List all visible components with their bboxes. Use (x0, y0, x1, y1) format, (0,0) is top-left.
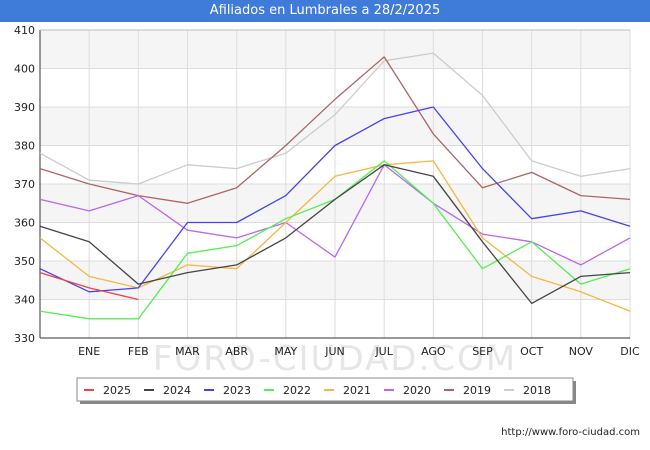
y-tick-label: 410 (14, 24, 35, 37)
legend-label-2022: 2022 (283, 384, 311, 397)
y-tick-label: 360 (14, 217, 35, 230)
x-tick-label: JUN (324, 345, 345, 358)
x-tick-label: ABR (225, 345, 248, 358)
y-tick-label: 330 (14, 332, 35, 345)
legend-label-2018: 2018 (523, 384, 551, 397)
y-axis-ticks: 330 340 350 360 370 380 390 400 410 (14, 24, 35, 345)
x-axis-ticks: ENE FEB MAR ABR MAY JUN JUL AGO SEP OCT NOV DIC (78, 345, 640, 358)
legend: 2025 2024 2023 2022 2021 2020 2019 2018 (76, 377, 576, 404)
legend-label-2025: 2025 (103, 384, 131, 397)
x-tick-label: FEB (128, 345, 149, 358)
y-tick-label: 400 (14, 63, 35, 76)
x-tick-label: AGO (421, 345, 446, 358)
x-tick-label: MAR (175, 345, 200, 358)
y-tick-label: 380 (14, 140, 35, 153)
x-tick-label: ENE (78, 345, 100, 358)
chart-title: Afiliados en Lumbrales a 28/2/2025 (209, 3, 441, 18)
legend-label-2021: 2021 (343, 384, 371, 397)
y-tick-label: 340 (14, 294, 35, 307)
series-line-2024 (39, 164, 631, 305)
series-line-2023 (39, 106, 631, 293)
x-tick-label: DIC (620, 345, 640, 358)
y-tick-label: 350 (14, 255, 35, 268)
legend-label-2020: 2020 (403, 384, 431, 397)
legend-label-2019: 2019 (463, 384, 491, 397)
x-tick-label: SEP (472, 345, 493, 358)
legend-label-2024: 2024 (163, 384, 191, 397)
legend-label-2023: 2023 (223, 384, 251, 397)
x-tick-label: MAY (274, 345, 297, 358)
y-tick-label: 370 (14, 178, 35, 191)
x-tick-label: OCT (520, 345, 543, 358)
y-tick-label: 390 (14, 101, 35, 114)
watermark: FORO-CIUDAD.COM (153, 339, 517, 379)
series-line-2018 (39, 52, 631, 185)
footer-url: http://www.foro-ciudad.com (501, 427, 640, 438)
x-tick-label: NOV (569, 345, 594, 358)
series-line-2025 (39, 271, 139, 301)
x-tick-label: JUL (374, 345, 393, 358)
plot-frame (39, 29, 630, 339)
series-lines (39, 52, 631, 320)
title-bar (0, 0, 650, 22)
